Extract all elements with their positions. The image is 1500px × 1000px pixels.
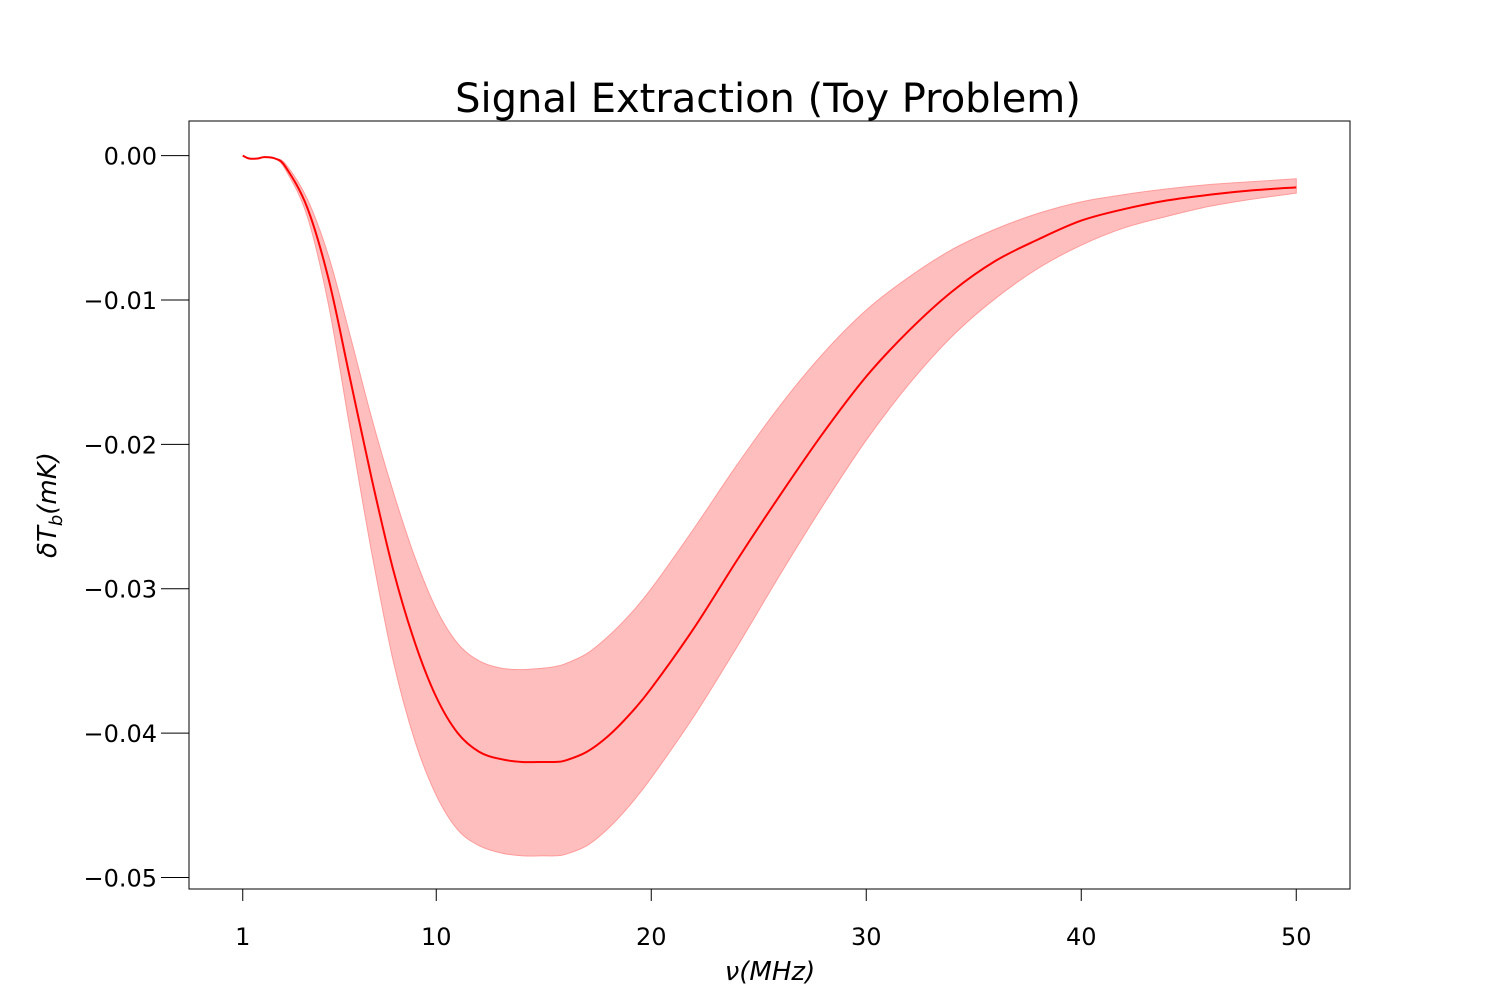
- y-tick-label: −0.05: [83, 864, 157, 892]
- x-tick-label: 50: [1281, 923, 1312, 951]
- mean-signal-line: [242, 154, 1297, 764]
- x-tick-label: 20: [636, 923, 667, 951]
- y-tick-label: −0.01: [83, 287, 157, 315]
- y-axis: 0.00 −0.01 −0.02 −0.03 −0.04 −0.05: [83, 143, 189, 892]
- plot-frame: [188, 120, 1351, 890]
- y-axis-label: δTb(mK): [33, 452, 67, 558]
- y-tick-label: −0.03: [83, 576, 157, 604]
- x-tick-label: 10: [421, 923, 452, 951]
- y-tick-label: −0.04: [83, 720, 157, 748]
- y-tick-label: 0.00: [104, 143, 157, 171]
- x-tick-label: 30: [851, 923, 882, 951]
- x-axis-label: ν(MHz): [725, 957, 815, 987]
- y-tick-label: −0.02: [83, 431, 157, 459]
- x-axis: 1 10 20 30 40 50: [235, 889, 1312, 951]
- uncertainty-band: [242, 155, 1297, 857]
- x-tick-label: 1: [235, 923, 250, 951]
- x-tick-label: 40: [1066, 923, 1097, 951]
- chart-title: Signal Extraction (Toy Problem): [455, 76, 1081, 122]
